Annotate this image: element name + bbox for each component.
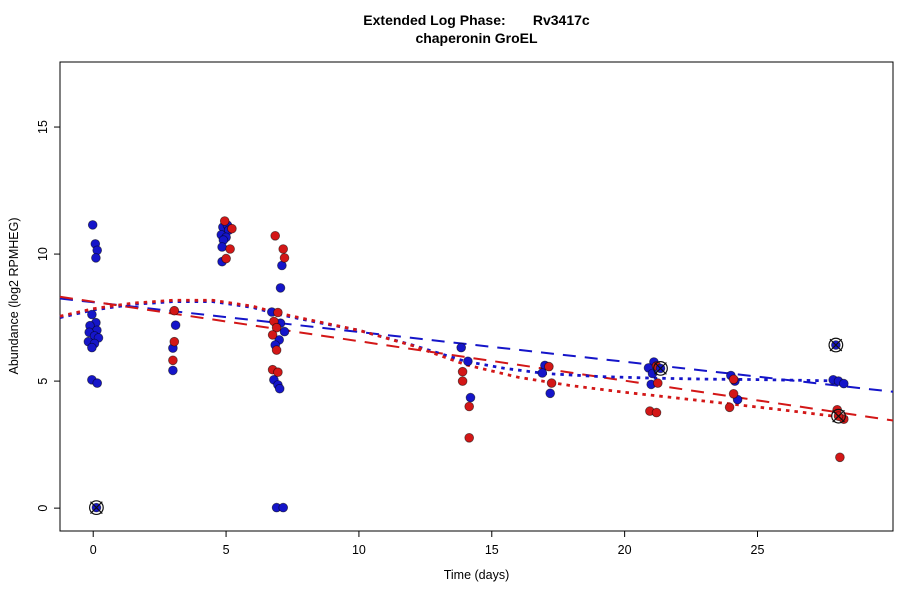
red-condition-point bbox=[278, 244, 289, 254]
red-linear-fit-line bbox=[59, 295, 894, 422]
red-condition-point bbox=[225, 244, 235, 254]
plot-border bbox=[59, 61, 894, 532]
blue-condition-point bbox=[465, 392, 476, 403]
red-condition-point bbox=[835, 452, 845, 463]
y-tick-label: 15 bbox=[36, 120, 50, 134]
x-tick-label: 10 bbox=[352, 543, 366, 557]
red-condition-point bbox=[544, 361, 554, 372]
plot-title-line1: Extended Log Phase: Rv3417c bbox=[363, 12, 590, 28]
red-condition-point bbox=[457, 366, 468, 377]
outlier-circle-marker bbox=[653, 360, 668, 376]
red-condition-point bbox=[169, 336, 180, 347]
red-condition-point bbox=[273, 367, 283, 378]
outlier-circle-marker bbox=[89, 500, 104, 516]
red-condition-point bbox=[457, 376, 468, 386]
red-condition-point bbox=[724, 402, 735, 413]
red-condition-point bbox=[267, 330, 278, 340]
outlier-circle-marker bbox=[828, 337, 844, 353]
red-condition-point bbox=[221, 253, 231, 264]
red-condition-point bbox=[464, 432, 475, 443]
red-condition-point bbox=[271, 322, 282, 333]
blue-condition-point bbox=[545, 388, 555, 399]
blue-condition-point bbox=[537, 368, 548, 378]
x-tick-label: 15 bbox=[485, 543, 499, 557]
red-loess-fit-line bbox=[59, 298, 848, 420]
blue-condition-point bbox=[278, 502, 289, 513]
blue-condition-point bbox=[275, 283, 286, 293]
x-tick-label: 25 bbox=[751, 543, 765, 557]
red-condition-point bbox=[728, 374, 739, 385]
blue-linear-fit-line bbox=[59, 297, 894, 393]
blue-condition-point bbox=[279, 326, 290, 337]
y-tick-label: 5 bbox=[36, 378, 50, 385]
blue-condition-point bbox=[87, 220, 98, 230]
y-axis-label: Abundance (log2 RPMHEG) bbox=[7, 217, 21, 375]
x-tick-label: 20 bbox=[618, 543, 632, 557]
red-condition-point bbox=[219, 216, 230, 226]
red-condition-point bbox=[728, 388, 739, 399]
red-condition-point bbox=[168, 355, 178, 366]
red-condition-point bbox=[271, 345, 282, 355]
blue-condition-point bbox=[170, 320, 181, 331]
red-condition-point bbox=[652, 378, 663, 388]
blue-condition-point bbox=[838, 378, 849, 389]
blue-condition-point bbox=[217, 242, 227, 252]
red-condition-point bbox=[279, 253, 290, 263]
outlier-x-marker bbox=[654, 362, 667, 375]
blue-condition-point bbox=[87, 342, 97, 353]
outlier-x-marker bbox=[829, 338, 843, 352]
blue-condition-point bbox=[92, 378, 102, 388]
y-tick-label: 0 bbox=[36, 505, 50, 512]
x-axis-label: Time (days) bbox=[443, 568, 510, 582]
red-condition-point bbox=[546, 378, 557, 388]
y-tick-label: 10 bbox=[36, 247, 50, 261]
outlier-circle-marker bbox=[831, 408, 846, 424]
red-condition-point bbox=[464, 401, 475, 412]
blue-condition-point bbox=[274, 383, 285, 394]
outlier-x-marker bbox=[90, 501, 103, 514]
red-condition-point bbox=[270, 231, 281, 241]
plot-title-line2: chaperonin GroEL bbox=[415, 30, 538, 46]
blue-condition-point bbox=[463, 356, 473, 367]
blue-condition-point bbox=[91, 253, 101, 263]
blue-condition-point bbox=[87, 309, 97, 320]
red-condition-point bbox=[651, 407, 662, 418]
blue-condition-point bbox=[168, 365, 178, 376]
red-condition-point bbox=[273, 307, 283, 318]
x-tick-label: 0 bbox=[90, 543, 97, 557]
red-condition-point bbox=[169, 305, 180, 316]
red-condition-point bbox=[227, 223, 237, 234]
outlier-x-marker bbox=[832, 409, 845, 423]
x-tick-label: 5 bbox=[223, 543, 230, 557]
blue-condition-point bbox=[456, 342, 467, 353]
